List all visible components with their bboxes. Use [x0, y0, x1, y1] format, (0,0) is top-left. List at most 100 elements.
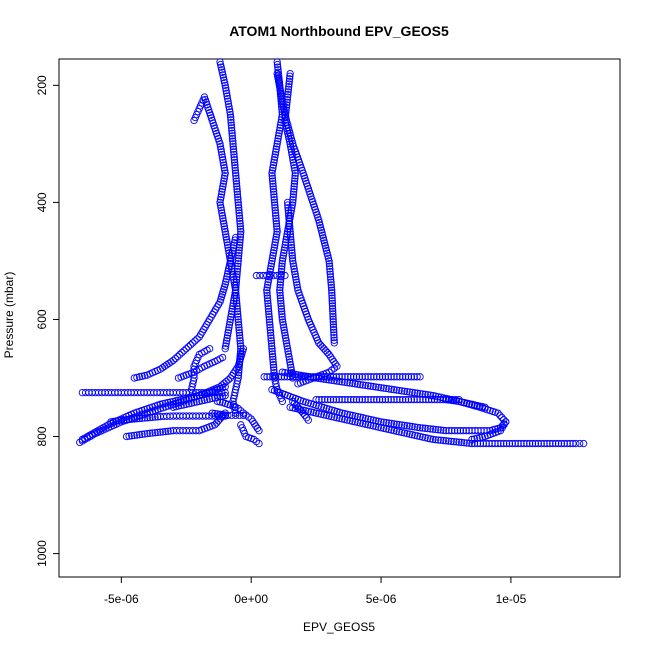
data-point [450, 427, 459, 435]
data-point [227, 310, 236, 318]
data-point [231, 169, 240, 177]
data-point [286, 233, 295, 241]
data-point [143, 429, 151, 438]
data-point [465, 439, 474, 447]
data-point [433, 396, 441, 404]
data-point [329, 396, 338, 404]
data-point [268, 257, 276, 265]
data-point [327, 275, 335, 284]
data-point [225, 262, 233, 270]
data-point [264, 297, 272, 305]
data-point [164, 398, 172, 407]
data-point [270, 371, 278, 379]
y-tick-label: 600 [35, 309, 49, 329]
data-point [333, 377, 341, 385]
data-point [328, 412, 336, 421]
data-point [208, 409, 216, 417]
data-point [130, 415, 138, 423]
data-point [426, 391, 435, 399]
data-point [230, 294, 238, 302]
data-point [264, 278, 272, 286]
data-point [455, 438, 463, 446]
data-point [278, 257, 287, 265]
data-point [280, 326, 288, 334]
data-point [275, 82, 284, 91]
data-point [270, 196, 278, 204]
data-point [284, 350, 293, 358]
data-point [109, 417, 118, 426]
data-point [230, 148, 238, 156]
data-point [378, 396, 387, 404]
data-point [291, 169, 299, 177]
plot-frame [58, 58, 621, 578]
data-point [286, 228, 294, 236]
data-point [320, 345, 328, 353]
data-point [222, 230, 230, 238]
data-point [216, 198, 224, 207]
data-point [456, 427, 465, 435]
data-point [148, 413, 157, 421]
data-point [278, 98, 287, 106]
data-point [221, 169, 229, 177]
data-point [338, 396, 346, 404]
data-point [265, 313, 273, 321]
data-point [271, 204, 279, 212]
data-point [280, 246, 288, 254]
data-point [224, 100, 233, 108]
data-point [217, 190, 226, 199]
data-point [222, 342, 230, 350]
data-point [448, 427, 456, 435]
data-point [220, 220, 228, 228]
data-point [190, 368, 198, 376]
data-point [309, 408, 318, 417]
data-point [280, 323, 288, 332]
data-point [271, 209, 280, 217]
data-point [269, 358, 277, 366]
data-point [286, 358, 294, 366]
data-point [223, 238, 231, 246]
data-point [176, 350, 184, 359]
data-point [328, 294, 336, 302]
data-point [410, 396, 418, 404]
data-point [418, 433, 427, 441]
data-point [276, 294, 285, 302]
data-point [330, 333, 338, 342]
data-point [182, 400, 190, 408]
data-point [274, 373, 283, 381]
data-point [500, 420, 508, 428]
data-point [283, 369, 292, 377]
data-point [285, 214, 293, 223]
data-point [130, 374, 138, 382]
data-point [329, 315, 337, 323]
data-point [205, 395, 214, 403]
data-point [263, 286, 271, 294]
data-point [235, 411, 244, 420]
data-point [276, 85, 284, 93]
data-point [372, 422, 380, 431]
data-point [407, 373, 416, 381]
data-point [256, 271, 264, 280]
data-point [213, 393, 222, 401]
data-point [224, 326, 233, 334]
data-point [269, 185, 278, 193]
data-point [219, 180, 227, 188]
data-point [400, 429, 409, 437]
data-point [325, 412, 333, 420]
data-point [227, 113, 235, 121]
data-point [361, 373, 369, 381]
data-point [413, 423, 422, 432]
data-point [330, 328, 338, 336]
data-point [220, 79, 229, 87]
data-point [321, 396, 329, 404]
data-point [304, 416, 312, 424]
data-point [444, 396, 453, 404]
data-point [387, 396, 395, 404]
data-point [413, 396, 421, 404]
data-point [260, 373, 268, 381]
data-point [269, 182, 277, 191]
data-point [232, 177, 240, 185]
data-point [330, 336, 338, 344]
data-point [282, 334, 290, 342]
data-point [325, 257, 333, 265]
data-point [439, 436, 448, 445]
